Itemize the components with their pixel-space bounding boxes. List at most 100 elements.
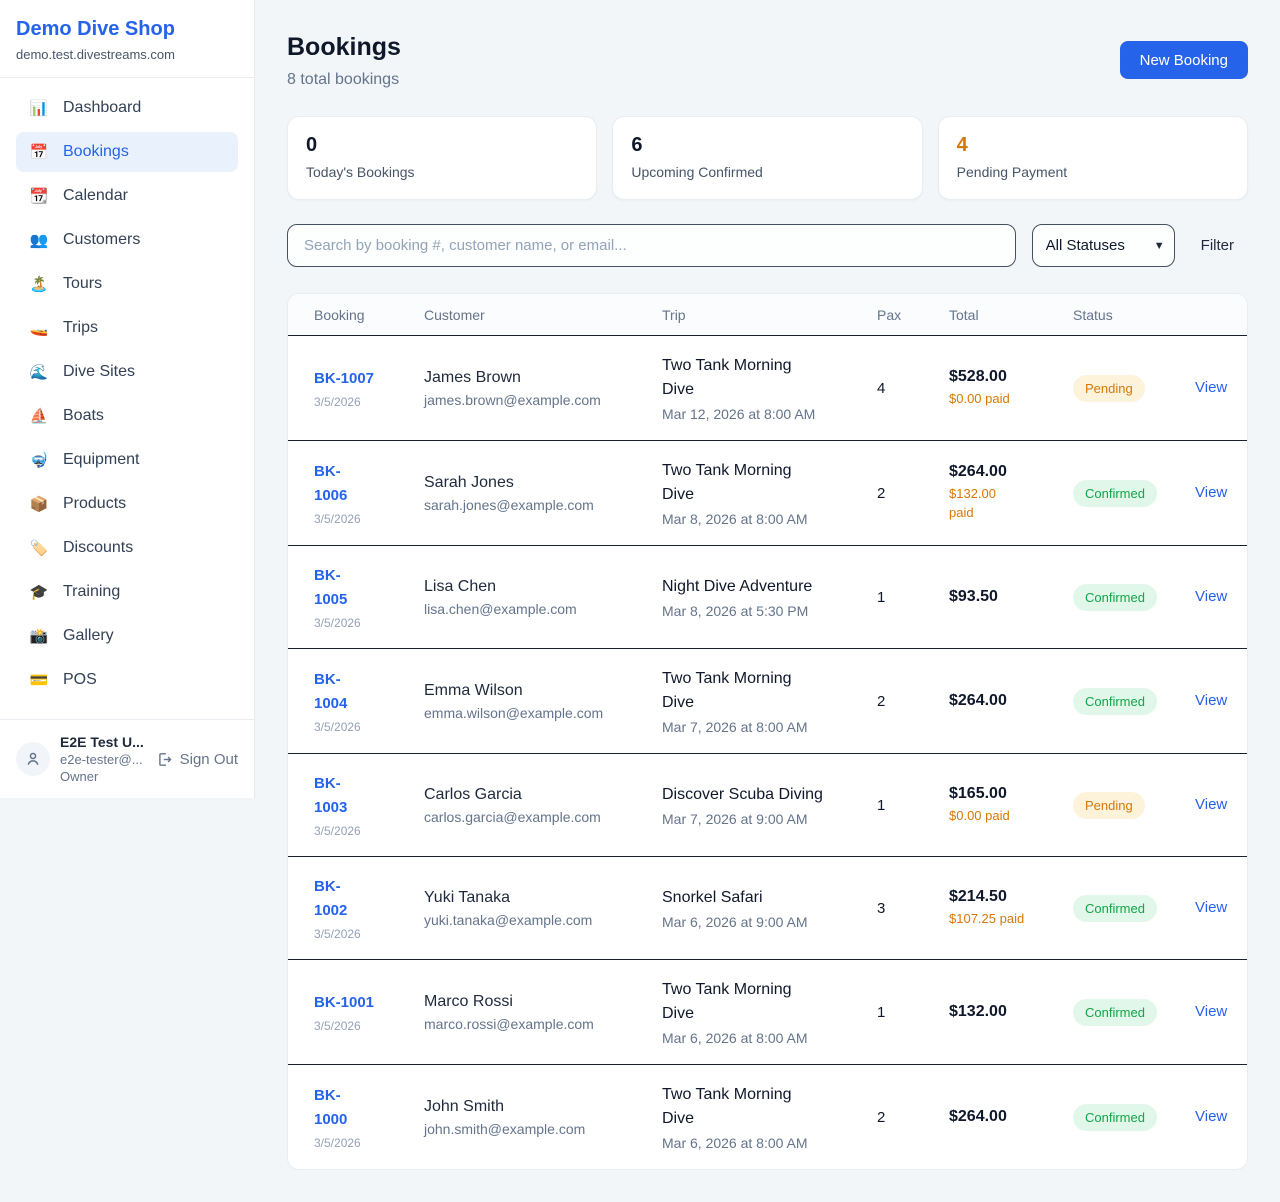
actions-cell: View <box>1195 692 1227 710</box>
status-cell: Confirmed <box>1073 1103 1195 1131</box>
trip-datetime: Mar 8, 2026 at 5:30 PM <box>662 603 809 619</box>
desert-island-icon: 🏝️ <box>29 276 49 293</box>
trip-datetime: Mar 8, 2026 at 8:00 AM <box>662 511 808 527</box>
sidebar-item-training[interactable]: 🎓 Training <box>16 572 238 612</box>
view-link[interactable]: View <box>1195 692 1228 709</box>
page-header: Bookings 8 total bookings New Booking <box>287 33 1248 89</box>
sidebar-item-boats[interactable]: ⛵ Boats <box>16 396 238 436</box>
status-cell: Confirmed <box>1073 687 1195 715</box>
view-link[interactable]: View <box>1195 588 1228 605</box>
booking-id-link[interactable]: BK- 1003 <box>314 775 348 816</box>
search-input[interactable] <box>287 224 1016 267</box>
customer-cell: Sarah Jones sarah.jones@example.com <box>424 474 662 513</box>
sailboat-icon: ⛵ <box>29 408 49 425</box>
booking-id-link[interactable]: BK-1007 <box>314 370 375 387</box>
sidebar-item-label: Dive Sites <box>63 363 136 380</box>
graduation-cap-icon: 🎓 <box>29 584 49 601</box>
trip-cell: Two Tank Morning Dive Mar 6, 2026 at 8:00… <box>662 1083 877 1151</box>
customer-name: Yuki Tanaka <box>424 888 510 906</box>
customer-email: lisa.chen@example.com <box>424 600 577 617</box>
status-filter-select[interactable]: All Statuses <box>1031 224 1175 267</box>
sidebar-item-label: Products <box>63 495 127 512</box>
booking-id-link[interactable]: BK- 1000 <box>314 1087 348 1128</box>
sidebar-item-trips[interactable]: 🚤 Trips <box>16 308 238 348</box>
trip-cell: Two Tank Morning Dive Mar 12, 2026 at 8:0… <box>662 354 877 422</box>
shop-domain: demo.test.divestreams.com <box>16 47 175 62</box>
view-link[interactable]: View <box>1195 796 1228 813</box>
view-link[interactable]: View <box>1195 1108 1228 1125</box>
new-booking-button[interactable]: New Booking <box>1119 41 1248 79</box>
booking-id-link[interactable]: BK- 1005 <box>314 567 348 608</box>
booking-cell: BK- 1004 3/5/2026 <box>314 668 424 734</box>
booking-id-link[interactable]: BK-1001 <box>314 994 375 1011</box>
speedboat-icon: 🚤 <box>29 320 49 337</box>
customer-name: John Smith <box>424 1097 505 1115</box>
total-amount: $264.00 <box>949 692 1007 709</box>
column-header-booking: Booking <box>314 306 365 323</box>
booking-id-link[interactable]: BK- 1006 <box>314 463 348 504</box>
column-header-total: Total <box>949 306 979 323</box>
amount-paid: $107.25 paid <box>949 910 1025 926</box>
sidebar-item-customers[interactable]: 👥 Customers <box>16 220 238 260</box>
sidebar-item-calendar[interactable]: 📆 Calendar <box>16 176 238 216</box>
sidebar-item-equipment[interactable]: 🤿 Equipment <box>16 440 238 480</box>
sidebar-item-label: Trips <box>63 319 98 336</box>
trip-datetime: Mar 12, 2026 at 8:00 AM <box>662 406 816 422</box>
booking-id-link[interactable]: BK- 1004 <box>314 671 348 712</box>
trip-name: Two Tank Morning Dive <box>662 1086 792 1127</box>
shop-header: Demo Dive Shop demo.test.divestreams.com <box>0 0 254 78</box>
total-cell: $214.50 $107.25 paid <box>949 888 1073 929</box>
customer-email: john.smith@example.com <box>424 1120 586 1137</box>
stat-value: 6 <box>631 134 643 156</box>
diving-mask-icon: 🤿 <box>29 452 49 469</box>
sign-out-label: Sign Out <box>179 750 238 768</box>
sidebar-item-dive-sites[interactable]: 🌊 Dive Sites <box>16 352 238 392</box>
booking-id-link[interactable]: BK- 1002 <box>314 878 348 919</box>
view-link[interactable]: View <box>1195 484 1228 501</box>
status-badge: Pending <box>1073 791 1145 819</box>
booking-date: 3/5/2026 <box>314 395 361 409</box>
pax-count: 3 <box>877 899 886 917</box>
amount-paid: $0.00 paid <box>949 807 1010 823</box>
trip-name: Two Tank Morning Dive <box>662 670 792 711</box>
trip-cell: Snorkel Safari Mar 6, 2026 at 9:00 AM <box>662 886 877 930</box>
total-amount: $214.50 <box>949 887 1007 905</box>
filter-button[interactable]: Filter <box>1200 237 1234 254</box>
bookings-table: Booking Customer Trip Pax Total Status BK-100… <box>287 293 1248 1170</box>
status-badge: Confirmed <box>1073 479 1157 507</box>
sidebar-item-gallery[interactable]: 📸 Gallery <box>16 616 238 656</box>
view-link[interactable]: View <box>1195 1003 1228 1020</box>
customer-name: Carlos Garcia <box>424 785 522 803</box>
status-badge: Confirmed <box>1073 894 1157 922</box>
sign-out-button[interactable]: Sign Out <box>156 751 238 768</box>
sidebar-item-bookings[interactable]: 📅 Bookings <box>16 132 238 172</box>
status-cell: Pending <box>1073 791 1195 819</box>
sidebar-item-label: Tours <box>63 275 103 292</box>
table-row: BK- 1000 3/5/2026 John Smith john.smith@exam… <box>288 1064 1247 1169</box>
status-badge: Pending <box>1073 374 1145 402</box>
actions-cell: View <box>1195 796 1227 814</box>
toolbar: All Statuses ▼ Filter <box>287 224 1248 267</box>
status-badge: Confirmed <box>1073 583 1157 611</box>
pax-count: 1 <box>877 1003 886 1021</box>
pax-count: 1 <box>877 796 886 814</box>
view-link[interactable]: View <box>1195 379 1228 396</box>
amount-paid: $0.00 paid <box>949 390 1010 406</box>
view-link[interactable]: View <box>1195 899 1228 916</box>
sidebar-item-products[interactable]: 📦 Products <box>16 484 238 524</box>
sidebar-item-label: Dashboard <box>63 99 142 116</box>
stat-value: 4 <box>956 134 968 156</box>
sidebar-item-tours[interactable]: 🏝️ Tours <box>16 264 238 304</box>
booking-cell: BK-1001 3/5/2026 <box>314 991 424 1033</box>
table-row: BK- 1002 3/5/2026 Yuki Tanaka yuki.tanaka@ex… <box>288 856 1247 959</box>
customer-email: james.brown@example.com <box>424 391 601 408</box>
sidebar-item-discounts[interactable]: 🏷️ Discounts <box>16 528 238 568</box>
user-section: E2E Test U... e2e-tester@... Owner Sign … <box>0 719 254 798</box>
trip-name: Snorkel Safari <box>662 889 763 906</box>
booking-date: 3/5/2026 <box>314 720 361 734</box>
camera-flash-icon: 📸 <box>29 628 49 645</box>
label-tag-icon: 🏷️ <box>29 540 49 557</box>
column-header-trip: Trip <box>662 306 686 323</box>
sidebar-item-pos[interactable]: 💳 POS <box>16 660 238 700</box>
sidebar-item-dashboard[interactable]: 📊 Dashboard <box>16 88 238 128</box>
